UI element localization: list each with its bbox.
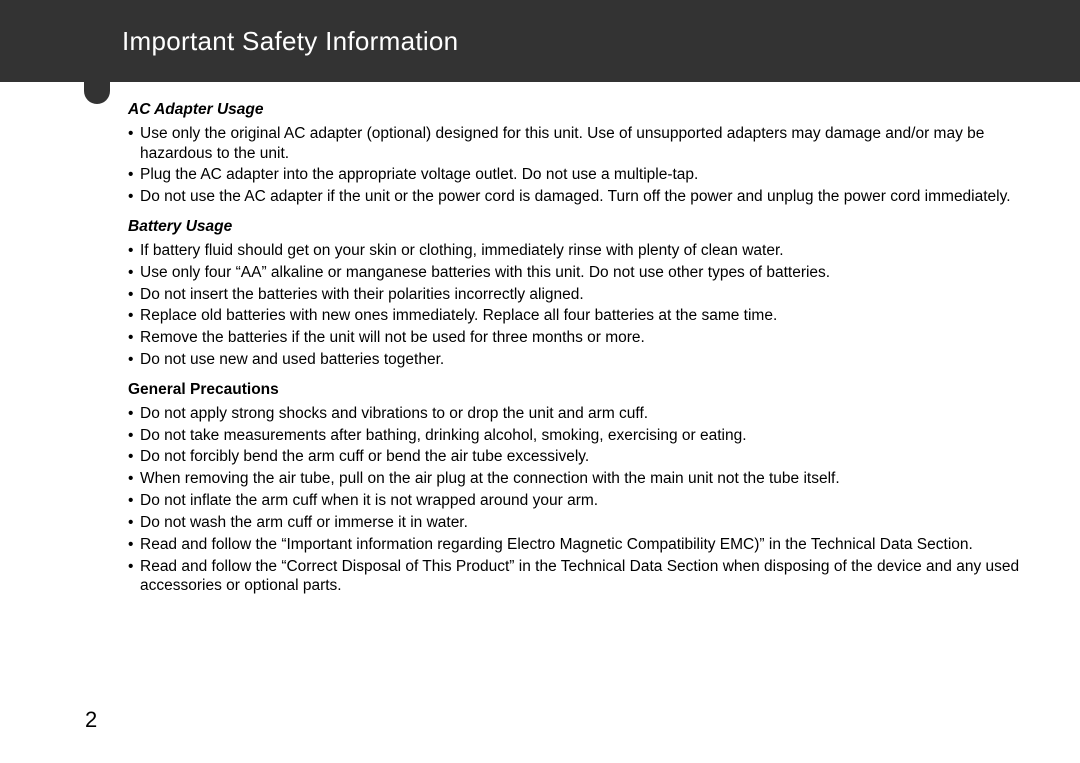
list-item: Remove the batteries if the unit will no… (128, 328, 1020, 348)
list-item: When removing the air tube, pull on the … (128, 469, 1020, 489)
section-title: Battery Usage (128, 217, 1020, 237)
list-item: Do not apply strong shocks and vibration… (128, 404, 1020, 424)
section-title: AC Adapter Usage (128, 100, 1020, 120)
list-item: Use only four “AA” alkaline or manganese… (128, 263, 1020, 283)
page-number: 2 (85, 707, 97, 733)
section-title: General Precautions (128, 380, 1020, 400)
list-item: Do not forcibly bend the arm cuff or ben… (128, 447, 1020, 467)
list-item: Replace old batteries with new ones imme… (128, 306, 1020, 326)
section-battery: Battery Usage If battery fluid should ge… (128, 217, 1020, 370)
list-item: Do not inflate the arm cuff when it is n… (128, 491, 1020, 511)
list-item: Do not insert the batteries with their p… (128, 285, 1020, 305)
list-item: Use only the original AC adapter (option… (128, 124, 1020, 164)
page-title: Important Safety Information (122, 26, 458, 57)
bullet-list: Do not apply strong shocks and vibration… (128, 404, 1020, 596)
list-item: Do not take measurements after bathing, … (128, 426, 1020, 446)
list-item: Read and follow the “Important informati… (128, 535, 1020, 555)
bullet-list: Use only the original AC adapter (option… (128, 124, 1020, 207)
manual-page: Important Safety Information AC Adapter … (0, 0, 1080, 763)
list-item: Do not use the AC adapter if the unit or… (128, 187, 1020, 207)
list-item: Do not use new and used batteries togeth… (128, 350, 1020, 370)
section-general: General Precautions Do not apply strong … (128, 380, 1020, 596)
list-item: If battery fluid should get on your skin… (128, 241, 1020, 261)
bullet-list: If battery fluid should get on your skin… (128, 241, 1020, 370)
page-content: AC Adapter Usage Use only the original A… (128, 100, 1020, 606)
list-item: Do not wash the arm cuff or immerse it i… (128, 513, 1020, 533)
section-ac-adapter: AC Adapter Usage Use only the original A… (128, 100, 1020, 207)
page-header: Important Safety Information (0, 0, 1080, 82)
list-item: Read and follow the “Correct Disposal of… (128, 557, 1020, 597)
list-item: Plug the AC adapter into the appropriate… (128, 165, 1020, 185)
